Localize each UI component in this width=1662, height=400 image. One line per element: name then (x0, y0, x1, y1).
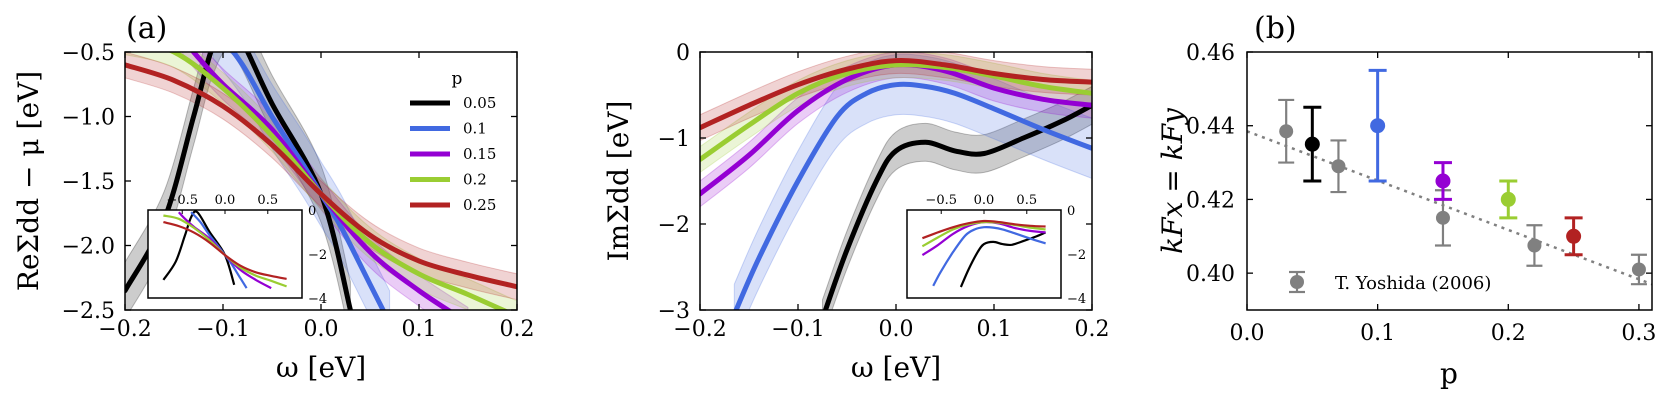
panel-im-inset-xtick-label-1: 0.0 (974, 193, 995, 208)
panel-a: −0.5 0.0 0.5 0 −2 −4 −0.2 −0.1 0.0 0.1 0.2 −2.5 −2.… (12, 11, 535, 384)
panel-im-ticks: −0.2 −0.1 0.0 0.1 0.2 −3 −2 −1 0 (658, 41, 1110, 342)
panel-c-legend: T. Yoshida (2006) (1289, 270, 1491, 294)
panel-a-inset-xtick-label-0: −0.5 (166, 193, 198, 208)
panel-a-xtick-label-0: −0.2 (98, 317, 151, 342)
panel-im-inset-lines (921, 219, 1047, 288)
panel-im-inset-ticks: −0.5 0.0 0.5 0 −2 −4 (925, 193, 1086, 307)
panel-c-xtick-label-0: 0.0 (1230, 321, 1265, 346)
panel-im-inset: −0.5 0.0 0.5 0 −2 −4 (906, 193, 1086, 307)
panel-im-ytick-label-1: −2 (658, 213, 690, 238)
panel-c-ytick-label-0: 0.40 (1186, 262, 1235, 287)
panel-a-ytick-label-4: −0.5 (62, 41, 115, 66)
panel-c-label: (b) (1254, 11, 1297, 46)
panel-a-ytick-label-0: −2.5 (62, 299, 115, 324)
panel-b-im: −0.5 0.0 0.5 0 −2 −4 −0.2 −0.1 0.0 0.1 0.2 −3 −2 −1 0… (602, 41, 1110, 384)
panel-a-ticks: −0.2 −0.1 0.0 0.1 0.2 −2.5 −2.0 −1.5 −1.0 −0.5 (62, 41, 535, 342)
panel-a-band-0.2 (125, 52, 517, 310)
legend-ref-marker (1290, 275, 1304, 289)
panel-im-inset-line-0.25 (922, 219, 1046, 240)
panel-c-xtick-label-1: 0.1 (1360, 321, 1395, 346)
panel-im-xtick-label-4: 0.2 (1075, 317, 1110, 342)
panel-c-plot (1247, 68, 1652, 286)
panel-im-xtick-label-3: 0.1 (977, 317, 1012, 342)
panel-c-ticks: 0.0 0.1 0.2 0.3 0.40 0.42 0.44 0.46 (1186, 41, 1656, 346)
point-marker-0.2 (1500, 191, 1516, 207)
panel-a-inset-xtick-label-2: 0.5 (257, 193, 278, 208)
panel-c: 0.0 0.1 0.2 0.3 0.40 0.42 0.44 0.46 T. Yoshida … (1156, 11, 1656, 390)
ref-point-1 (1331, 159, 1346, 174)
panel-a-inset-ytick-label-2: −4 (308, 292, 327, 307)
panel-c-ytick-label-3: 0.46 (1186, 41, 1235, 66)
panel-im-xtick-label-2: 0.0 (879, 317, 914, 342)
point-marker-0.25 (1566, 228, 1582, 244)
panel-im-inset-ytick-label-1: −2 (1067, 248, 1086, 263)
panel-a-xtick-label-1: −0.1 (196, 317, 249, 342)
panel-a-ytick-label-3: −1.0 (62, 106, 115, 131)
panel-c-ytick-label-2: 0.44 (1186, 115, 1235, 140)
panel-c-ylabel: kFx = kFy (1156, 107, 1189, 254)
panel-a-inset-ytick-label-0: 0 (308, 204, 316, 219)
panel-im-ytick-label-0: −3 (658, 299, 690, 324)
panel-c-xtick-label-2: 0.2 (1491, 321, 1526, 346)
panel-a-ytick-label-2: −1.5 (62, 170, 115, 195)
panel-im-inset-frame (906, 209, 1062, 299)
panel-im-band-0.05 (822, 85, 1092, 310)
panel-a-inset: −0.5 0.0 0.5 0 −2 −4 (147, 193, 327, 307)
panel-a-ylabel: ReΣdd − μ [eV] (12, 71, 45, 291)
panel-c-ytick-label-1: 0.42 (1186, 188, 1235, 213)
panel-a-xlabel: ω [eV] (276, 351, 366, 384)
legend-label-0.25: 0.25 (463, 196, 496, 214)
legend-label-0.05: 0.05 (463, 94, 496, 112)
ref-point-2 (1435, 210, 1450, 225)
panel-a-inset-xtick-label-1: 0.0 (215, 193, 236, 208)
panel-a-label: (a) (126, 11, 167, 46)
ref-point-3 (1527, 238, 1542, 253)
panel-im-line-0.25 (700, 57, 1092, 131)
panel-im-line-0.1 (733, 81, 1092, 310)
panel-im-xtick-label-1: −0.1 (771, 317, 824, 342)
panel-im-ytick-label-3: 0 (676, 41, 690, 66)
legend-label-0.15: 0.15 (463, 145, 496, 163)
point-marker-0.05 (1304, 136, 1320, 152)
panel-im-inset-xtick-label-0: −0.5 (925, 193, 957, 208)
panel-a-xtick-label-2: 0.0 (304, 317, 339, 342)
point-marker-0.15 (1435, 173, 1451, 189)
panel-c-xtick-label-3: 0.3 (1621, 321, 1656, 346)
panel-im-inset-ytick-label-0: 0 (1067, 204, 1075, 219)
point-marker-0.1 (1370, 118, 1386, 134)
ref-point-0 (1279, 124, 1294, 139)
fit-line (1247, 130, 1652, 286)
panel-im-line-0.2 (700, 62, 1092, 162)
panel-im-ytick-label-2: −1 (658, 127, 690, 152)
panel-im-inset-xtick-label-2: 0.5 (1016, 193, 1037, 208)
panel-a-xtick-label-4: 0.2 (500, 317, 535, 342)
legend-label-0.2: 0.2 (463, 171, 487, 189)
panel-a-xtick-label-3: 0.1 (402, 317, 437, 342)
legend-title: p (452, 69, 463, 89)
panel-im-inset-ytick-label-2: −4 (1067, 292, 1086, 307)
panel-im-ylabel: ImΣdd [eV] (602, 101, 635, 262)
panel-im-lines (700, 57, 1092, 310)
panel-im-inset-line-0.1 (932, 225, 1046, 287)
panel-im-xlabel: ω [eV] (851, 351, 941, 384)
panel-a-inset-line-0.25 (163, 221, 287, 280)
legend-label-0.1: 0.1 (463, 120, 487, 138)
panel-a-inset-ticks: −0.5 0.0 0.5 0 −2 −4 (166, 193, 327, 307)
panel-c-xlabel: p (1440, 357, 1458, 390)
legend-ref-label: T. Yoshida (2006) (1335, 273, 1491, 294)
panel-a-inset-ytick-label-1: −2 (308, 248, 327, 263)
ref-point-4 (1631, 262, 1646, 277)
panel-a-legend: p0.05 0.1 0.15 0.2 0.25 (410, 69, 496, 214)
panel-a-ytick-label-1: −2.0 (62, 235, 115, 260)
panel-c-frame (1246, 51, 1653, 311)
panel-im-xtick-label-0: −0.2 (673, 317, 726, 342)
panel-a-line-0.25 (125, 62, 517, 290)
panel-a-inset-lines (162, 210, 287, 290)
